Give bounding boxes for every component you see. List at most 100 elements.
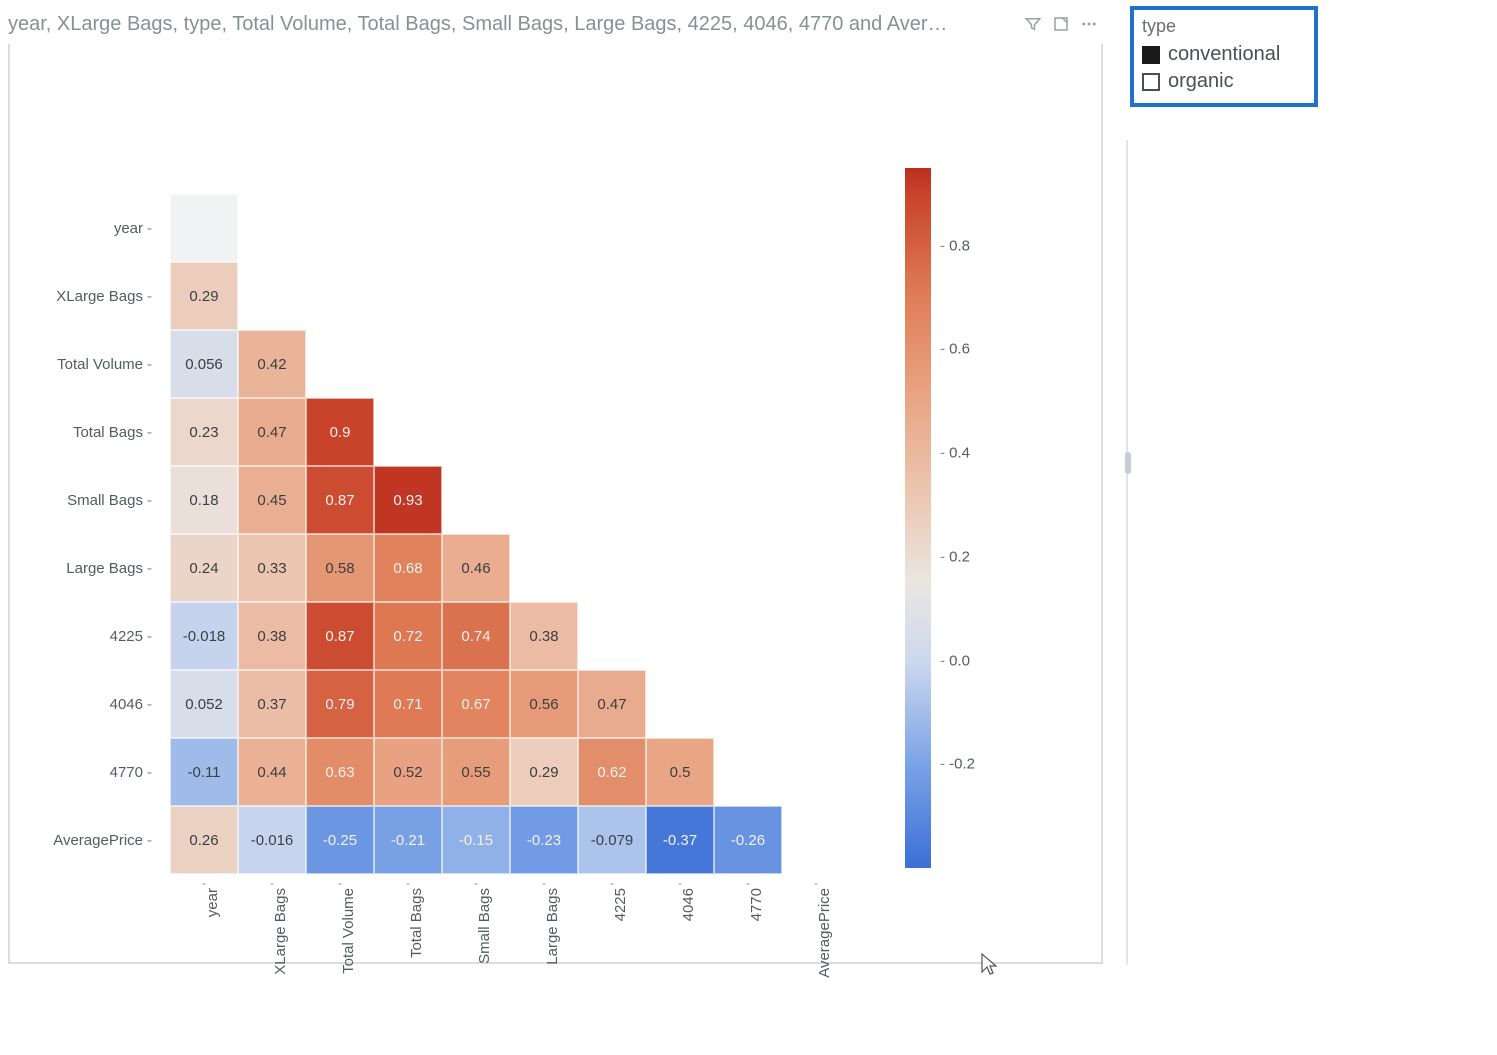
heatmap-cell[interactable]: 0.45 [238,466,306,534]
focus-icon[interactable] [1052,15,1070,33]
pane-divider[interactable] [1126,140,1128,965]
heatmap-cell[interactable]: 0.52 [374,738,442,806]
heatmap-cell [578,330,646,398]
heatmap-cell [442,330,510,398]
checkbox-icon[interactable] [1142,46,1160,64]
heatmap-cell [714,330,782,398]
heatmap-cell [510,194,578,262]
heatmap-cell[interactable]: -0.016 [238,806,306,874]
y-axis-label: Total Bags [10,398,160,466]
slicer-option-label: conventional [1168,43,1280,66]
slicer-option-label: organic [1168,70,1234,93]
heatmap-cell [782,262,850,330]
heatmap-cell[interactable]: -0.37 [646,806,714,874]
heatmap-cell[interactable] [170,194,238,262]
heatmap-cell[interactable]: -0.23 [510,806,578,874]
x-axis-label: 4225 [578,884,646,904]
heatmap-cell[interactable]: 0.42 [238,330,306,398]
type-slicer[interactable]: type conventionalorganic [1130,6,1318,107]
heatmap-cell[interactable]: 0.24 [170,534,238,602]
heatmap-cell [782,194,850,262]
heatmap-cell[interactable]: 0.5 [646,738,714,806]
heatmap-cell [374,194,442,262]
heatmap-cell [510,466,578,534]
heatmap-cell[interactable]: 0.29 [170,262,238,330]
heatmap-cell [714,194,782,262]
heatmap-cell[interactable]: 0.44 [238,738,306,806]
heatmap-cell[interactable]: 0.74 [442,602,510,670]
heatmap-cell [374,398,442,466]
heatmap-cell[interactable]: 0.93 [374,466,442,534]
y-axis-label: Total Volume [10,330,160,398]
heatmap-cell[interactable]: 0.68 [374,534,442,602]
colorbar-tick: -0.2 [940,756,975,773]
heatmap-cell[interactable]: -0.018 [170,602,238,670]
heatmap-cell [578,466,646,534]
scrollbar-thumb[interactable] [1125,452,1131,474]
heatmap-cell [578,602,646,670]
heatmap-cell [646,398,714,466]
heatmap-cell[interactable]: 0.052 [170,670,238,738]
heatmap-cell [714,534,782,602]
heatmap-cell [646,670,714,738]
heatmap-cell[interactable]: 0.23 [170,398,238,466]
heatmap-cell [306,330,374,398]
heatmap-cell[interactable]: 0.63 [306,738,374,806]
more-icon[interactable] [1080,15,1098,33]
heatmap-cell[interactable]: 0.71 [374,670,442,738]
heatmap-cell[interactable]: 0.33 [238,534,306,602]
filter-icon[interactable] [1024,15,1042,33]
heatmap-cell[interactable]: 0.38 [510,602,578,670]
heatmap-cell [510,262,578,330]
heatmap-cell [306,262,374,330]
colorbar-tick: 0.2 [940,548,970,565]
heatmap-cell[interactable]: 0.056 [170,330,238,398]
heatmap-cell [646,602,714,670]
heatmap-cell[interactable]: 0.37 [238,670,306,738]
heatmap-cell[interactable]: 0.38 [238,602,306,670]
heatmap-cell[interactable]: -0.15 [442,806,510,874]
heatmap: 0.290.0560.420.230.470.90.180.450.870.93… [170,194,850,874]
heatmap-cell[interactable]: 0.9 [306,398,374,466]
heatmap-cell [306,194,374,262]
heatmap-cell[interactable]: -0.079 [578,806,646,874]
heatmap-x-axis: yearXLarge BagsTotal VolumeTotal BagsSma… [170,884,850,1004]
heatmap-cell [510,534,578,602]
heatmap-cell[interactable]: 0.47 [238,398,306,466]
heatmap-cell [442,398,510,466]
heatmap-cell[interactable]: 0.79 [306,670,374,738]
heatmap-cell [714,262,782,330]
heatmap-cell[interactable]: 0.67 [442,670,510,738]
slicer-option[interactable]: organic [1142,70,1306,93]
y-axis-label: AveragePrice [10,806,160,874]
heatmap-cell[interactable]: 0.55 [442,738,510,806]
x-axis-label: Large Bags [510,884,578,904]
heatmap-cell[interactable]: 0.62 [578,738,646,806]
checkbox-icon[interactable] [1142,73,1160,91]
heatmap-cell[interactable]: 0.56 [510,670,578,738]
heatmap-cell[interactable]: 0.87 [306,602,374,670]
heatmap-cell[interactable]: 0.58 [306,534,374,602]
heatmap-cell [646,330,714,398]
heatmap-cell[interactable]: -0.25 [306,806,374,874]
heatmap-cell[interactable]: 0.46 [442,534,510,602]
heatmap-cell[interactable]: 0.26 [170,806,238,874]
x-axis-label: XLarge Bags [238,884,306,904]
heatmap-cell[interactable]: 0.72 [374,602,442,670]
heatmap-cell [782,806,850,874]
heatmap-cell[interactable]: 0.18 [170,466,238,534]
heatmap-cell [578,194,646,262]
heatmap-cell[interactable]: 0.29 [510,738,578,806]
heatmap-cell [646,194,714,262]
heatmap-cell[interactable]: -0.11 [170,738,238,806]
slicer-option[interactable]: conventional [1142,43,1306,66]
heatmap-cell [374,262,442,330]
y-axis-label: 4225 [10,602,160,670]
heatmap-cell [442,466,510,534]
heatmap-cell [714,738,782,806]
heatmap-cell[interactable]: 0.87 [306,466,374,534]
heatmap-cell[interactable]: 0.47 [578,670,646,738]
heatmap-cell [782,602,850,670]
heatmap-cell[interactable]: -0.26 [714,806,782,874]
heatmap-cell[interactable]: -0.21 [374,806,442,874]
